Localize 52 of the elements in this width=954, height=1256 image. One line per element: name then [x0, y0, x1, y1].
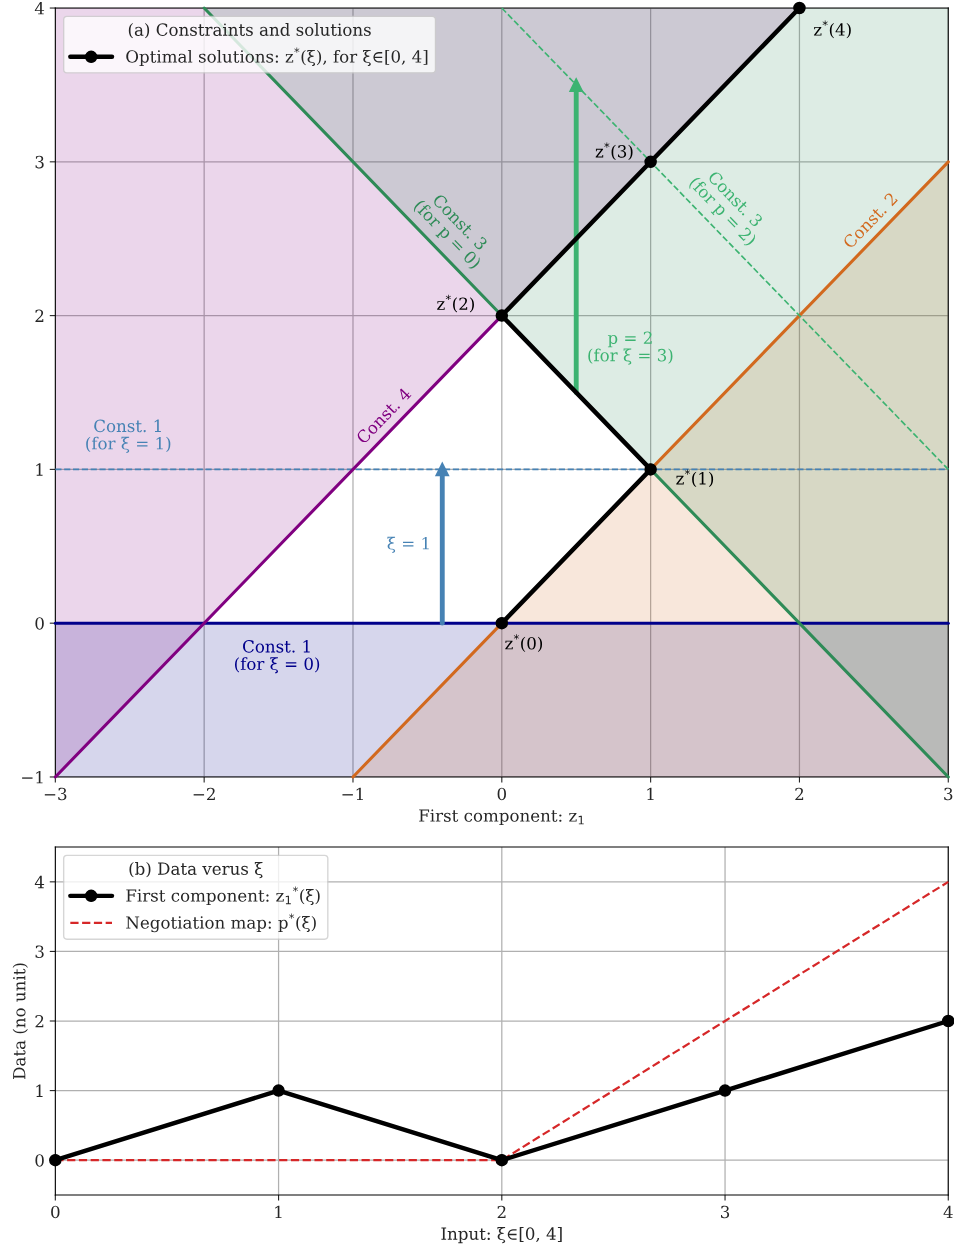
- legend-label: Optimal solutions: z$^{*}$(ξ), for ξ∈[0, 4]: [126, 47, 428, 67]
- y-tick-label: 2: [35, 309, 44, 322]
- x-tick-label: 4: [943, 1205, 953, 1219]
- annotation: Const. 1 (for ξ = 0): [234, 640, 320, 674]
- annotation: z$^{*}$(2): [437, 294, 474, 313]
- point: [495, 616, 509, 630]
- x-tick-label: 3: [944, 787, 953, 801]
- x-tick-label: 2: [795, 787, 804, 801]
- annotation: z$^{*}$(3): [595, 142, 633, 161]
- legend-title: (b) Data verus ξ: [129, 862, 263, 879]
- annotation: z$^{*}$(1): [676, 469, 714, 488]
- y-tick-label: 1: [36, 1084, 43, 1097]
- point: [272, 1084, 285, 1097]
- point: [569, 77, 584, 92]
- y-tick-label: 0: [35, 1154, 44, 1167]
- y-tick-label: −1: [22, 770, 43, 784]
- annotation: Const. 1 (for ξ = 1): [86, 419, 171, 453]
- annotation: z$^{*}$(0): [505, 634, 543, 652]
- x-tick-label: 1: [275, 1205, 282, 1219]
- point: [793, 1, 806, 15]
- y-tick-label: 3: [35, 155, 44, 169]
- x-tick-label: 0: [497, 787, 506, 801]
- x-tick-label: −2: [193, 787, 215, 801]
- point: [644, 155, 657, 169]
- y-tick-label: 0: [35, 617, 44, 630]
- x-tick-label: −3: [44, 787, 67, 801]
- point: [718, 1084, 732, 1097]
- y-tick-label: 3: [35, 945, 44, 958]
- y-tick-label: 1: [36, 463, 43, 476]
- legend-label: Negotiation map: p$^{*}$(ξ): [126, 913, 316, 933]
- y-tick-label: 4: [34, 2, 45, 15]
- annotation: z$^{*}$(4): [813, 20, 851, 39]
- x-axis-title: First component: z$_{1}$: [419, 809, 584, 826]
- x-tick-label: 2: [497, 1205, 506, 1219]
- y-tick-label: 4: [34, 875, 45, 889]
- y-axis-title: Data (no unit): [12, 963, 28, 1079]
- y-tick-label: 2: [35, 1014, 44, 1028]
- legend-label: First component: z$_{1}$$^{*}$(ξ): [126, 886, 320, 906]
- point: [435, 462, 450, 477]
- x-tick-label: 0: [51, 1205, 60, 1219]
- point: [49, 1153, 62, 1167]
- x-tick-label: −1: [342, 787, 363, 801]
- annotation: p = 2 (for ξ = 3): [588, 331, 673, 365]
- x-tick-label: 1: [647, 787, 654, 801]
- legend-title: (a) Constraints and solutions: [128, 23, 371, 39]
- point: [495, 309, 509, 322]
- point: [495, 1153, 509, 1167]
- x-axis-title: Input: ξ∈[0, 4]: [441, 1227, 562, 1244]
- annotation: ξ = 1: [387, 536, 429, 553]
- point: [644, 463, 657, 476]
- x-tick-label: 3: [721, 1205, 730, 1219]
- point: [942, 1014, 954, 1028]
